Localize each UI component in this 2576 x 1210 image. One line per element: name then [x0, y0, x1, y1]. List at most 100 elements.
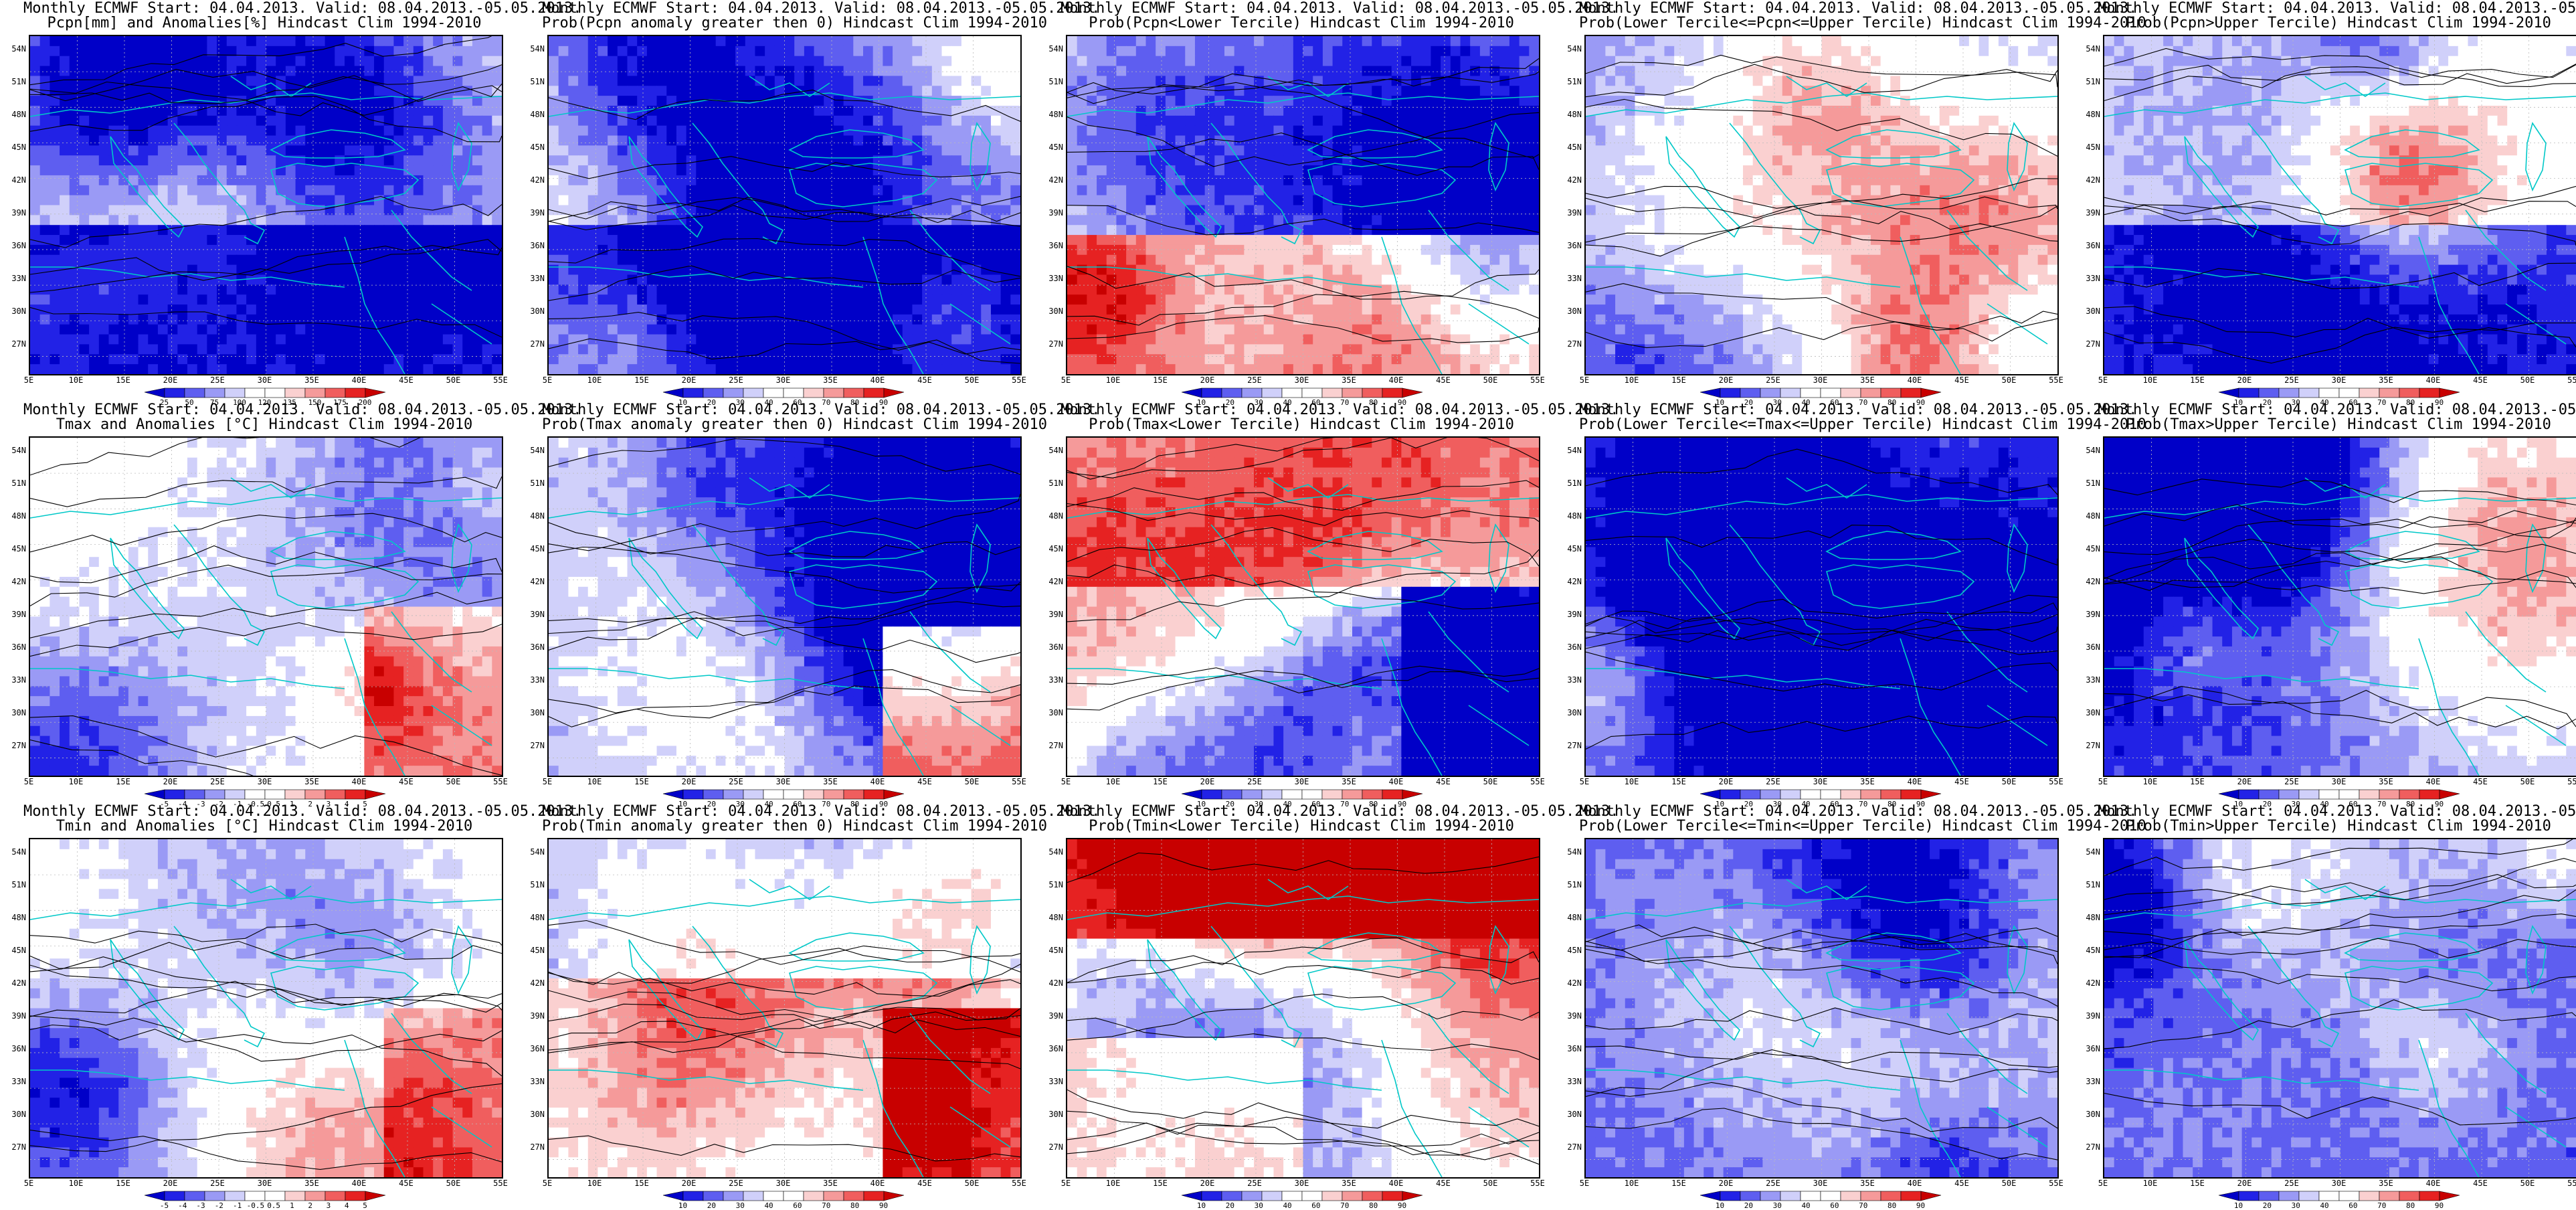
field-cell [628, 325, 638, 335]
field-cell [482, 76, 492, 86]
field-cell [1520, 136, 1530, 146]
field-cell [706, 185, 716, 195]
field-cell [60, 255, 70, 265]
field-cell [1313, 305, 1323, 315]
field-cell [961, 86, 972, 96]
field-cell [1185, 354, 1195, 364]
field-cell [972, 235, 982, 245]
field-cell [1470, 46, 1480, 56]
field-cell [1283, 185, 1293, 195]
map-plot-area [29, 35, 503, 375]
field-cell [1509, 245, 1520, 255]
field-cell [1431, 155, 1441, 165]
field-cell [588, 294, 598, 305]
field-cell [40, 185, 50, 195]
field-cell [981, 294, 991, 305]
field-cell [578, 274, 588, 284]
field-cell [912, 165, 922, 175]
field-cell [549, 335, 559, 345]
field-cell [755, 294, 765, 305]
field-cell [716, 66, 726, 76]
field-cell [961, 116, 972, 126]
field-cell [725, 325, 735, 335]
field-cell [384, 225, 394, 235]
field-cell [559, 294, 569, 305]
field-cell [168, 46, 178, 56]
field-cell [1372, 145, 1382, 155]
field-cell [472, 126, 482, 136]
field-cell [276, 315, 286, 325]
field-cell [1529, 185, 1539, 195]
field-cell [824, 315, 834, 325]
field-cell [355, 225, 365, 235]
field-cell [942, 116, 952, 126]
field-cell [384, 165, 394, 175]
field-cell [462, 225, 472, 235]
field-cell [1273, 294, 1283, 305]
field-cell [50, 325, 60, 335]
field-cell [1001, 116, 1011, 126]
field-cell [1214, 126, 1224, 136]
field-cell [1185, 315, 1195, 325]
field-cell [1529, 126, 1539, 136]
field-cell [1313, 294, 1323, 305]
field-cell [686, 205, 697, 215]
field-cell [1461, 116, 1471, 126]
field-cell [355, 235, 365, 245]
field-cell [942, 56, 952, 66]
field-cell [755, 106, 765, 116]
field-cell [276, 225, 286, 235]
field-cell [1205, 145, 1215, 155]
field-cell [716, 86, 726, 96]
field-cell [775, 185, 785, 195]
field-cell [109, 305, 119, 315]
field-cell [453, 66, 463, 76]
field-cell [1461, 344, 1471, 354]
field-cell [1273, 66, 1283, 76]
field-cell [1097, 116, 1107, 126]
field-cell [1490, 86, 1500, 96]
field-cell [1303, 245, 1313, 255]
field-cell [60, 165, 70, 175]
field-cell [1185, 116, 1195, 126]
field-cell [286, 76, 296, 86]
field-cell [1362, 255, 1372, 265]
field-cell [1107, 255, 1117, 265]
field-cell [1010, 284, 1020, 294]
field-cell [618, 76, 628, 86]
colorbar-swatch [245, 388, 265, 398]
field-cell [647, 294, 657, 305]
field-cell [1342, 284, 1352, 294]
field-cell [197, 205, 207, 215]
field-cell [158, 255, 168, 265]
field-cell [1401, 294, 1411, 305]
field-cell [482, 344, 492, 354]
field-cell [696, 364, 706, 374]
field-cell [628, 116, 638, 126]
field-cell [863, 185, 873, 195]
field-cell [345, 265, 355, 275]
field-cell [246, 344, 256, 354]
field-cell [686, 325, 697, 335]
field-cell [1461, 126, 1471, 136]
field-cell [666, 325, 676, 335]
longitude-label: 55E [487, 375, 514, 385]
field-cell [424, 36, 434, 46]
field-cell [187, 315, 197, 325]
field-cell [1362, 185, 1372, 195]
field-cell [1087, 136, 1097, 146]
field-cell [403, 274, 413, 284]
field-cell [1490, 145, 1500, 155]
field-cell [578, 76, 588, 86]
field-cell [139, 225, 149, 235]
field-cell [1185, 36, 1195, 46]
field-cell [1421, 325, 1431, 335]
field-cell [403, 46, 413, 56]
field-cell [70, 215, 80, 225]
field-cell [1097, 305, 1107, 315]
field-cell [315, 145, 325, 155]
field-cell [1451, 136, 1461, 146]
field-cell [618, 364, 628, 374]
field-cell [128, 195, 139, 205]
field-cell [1097, 66, 1107, 76]
